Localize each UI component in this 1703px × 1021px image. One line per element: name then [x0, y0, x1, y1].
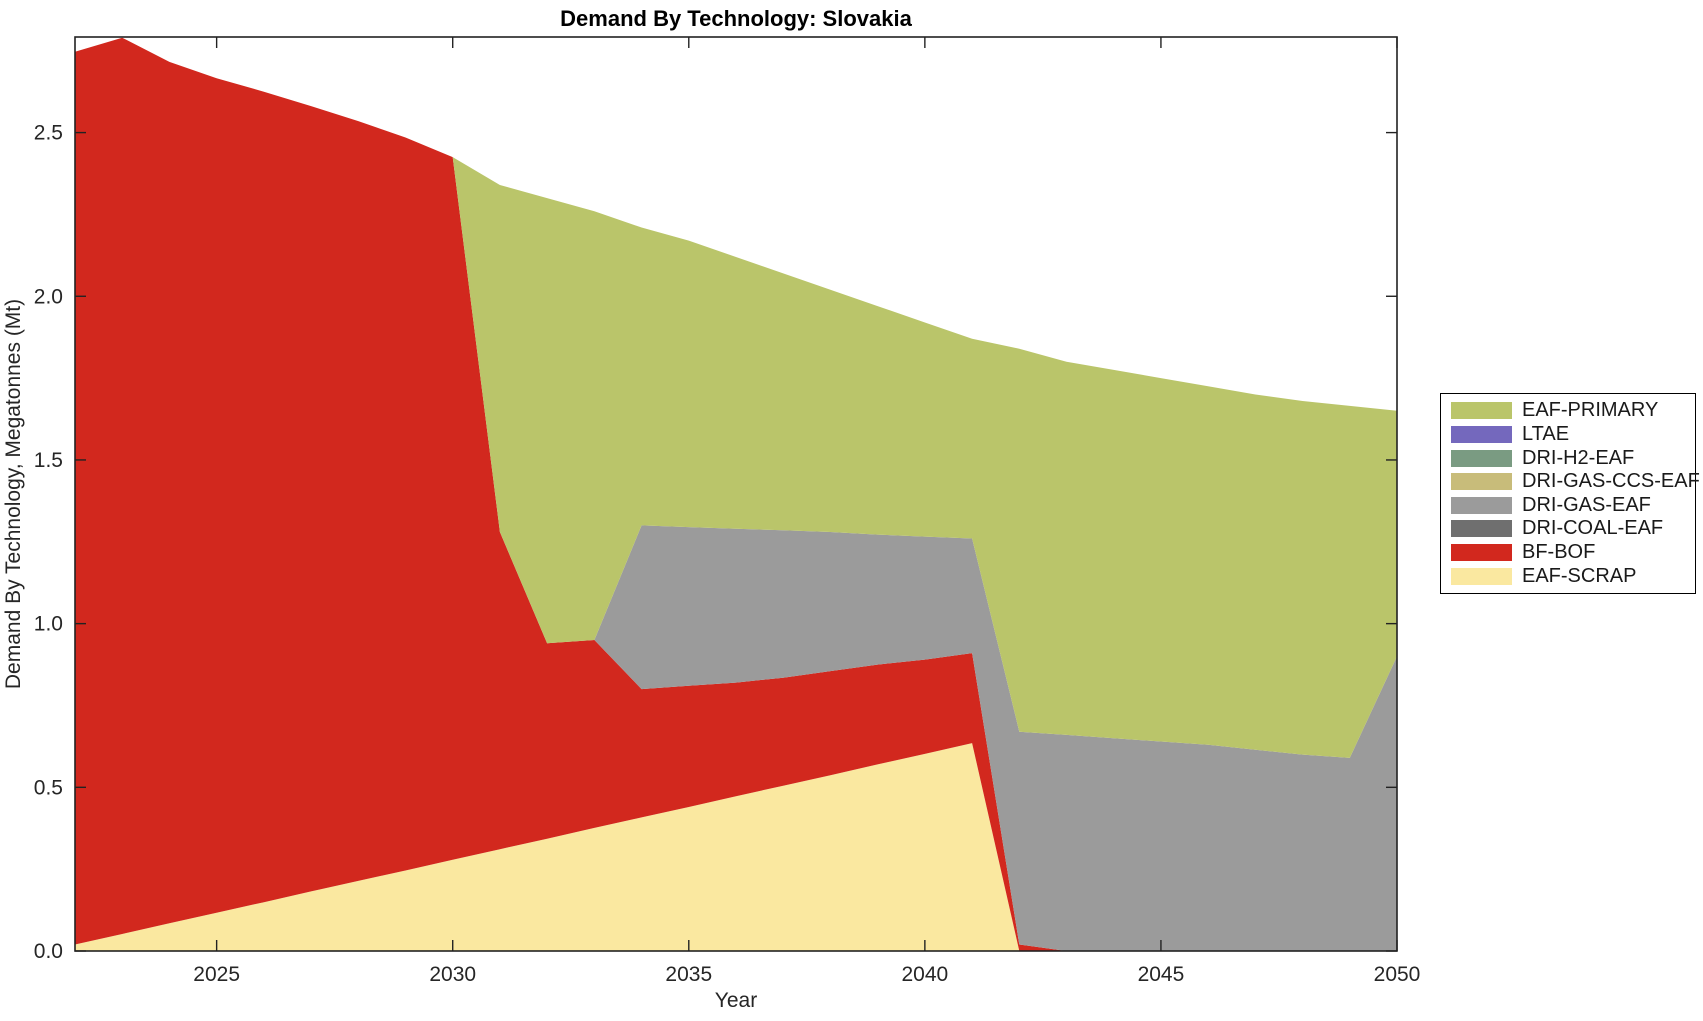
y-tick-label: 2.5	[34, 122, 63, 145]
legend-item-dri-gas-eaf: DRI-GAS-EAF	[1441, 494, 1695, 517]
legend-swatch-dri-coal-eaf	[1451, 520, 1512, 538]
x-tick-label: 2045	[1138, 963, 1185, 986]
legend-label: EAF-PRIMARY	[1522, 399, 1659, 422]
y-tick-label: 2.0	[34, 285, 63, 308]
plot-frame	[74, 36, 1398, 952]
x-tick-label: 2050	[1374, 963, 1421, 986]
legend: EAF-PRIMARY LTAE DRI-H2-EAF DRI-GAS-CCS-EAF…	[1440, 393, 1700, 594]
legend-swatch-eaf-primary	[1451, 402, 1512, 420]
x-tick-label: 2030	[429, 963, 476, 986]
legend-label: DRI-COAL-EAF	[1522, 517, 1664, 540]
legend-item-eaf-scrap: EAF-SCRAP	[1441, 565, 1695, 588]
area-bf-bof	[75, 37, 1397, 951]
legend-swatch-bf-bof	[1451, 544, 1512, 562]
x-tick-label: 2035	[665, 963, 712, 986]
legend-label: LTAE	[1522, 422, 1570, 445]
x-tick-label: 2040	[901, 963, 948, 986]
area-dri-gas-eaf	[75, 37, 1397, 951]
legend-label: DRI-H2-EAF	[1522, 446, 1635, 469]
legend-item-dri-gas-ccs-eaf: DRI-GAS-CCS-EAF	[1441, 470, 1700, 493]
legend-item-eaf-primary: EAF-PRIMARY	[1441, 399, 1695, 422]
legend-label: BF-BOF	[1522, 541, 1596, 564]
chart-title: Demand By Technology: Slovakia	[560, 6, 912, 31]
legend-swatch-dri-gas-eaf	[1451, 496, 1512, 514]
plot-area: 2025 2030 2035 2040 2045 2050 0.0 0.5 1.0 1.5 2.0 2…	[34, 36, 1421, 986]
legend-swatch-dri-gas-ccs-eaf	[1451, 473, 1512, 491]
legend-swatch-ltae	[1451, 425, 1512, 443]
legend-item-dri-coal-eaf: DRI-COAL-EAF	[1441, 517, 1695, 540]
y-tick-label: 1.0	[34, 613, 63, 636]
y-axis-label: Demand By Technology, Megatonnes (Mt)	[2, 299, 25, 689]
legend-item-dri-h2-eaf: DRI-H2-EAF	[1441, 447, 1695, 470]
area-eaf-primary	[75, 37, 1397, 758]
x-tick-label: 2025	[193, 963, 240, 986]
legend-item-bf-bof: BF-BOF	[1441, 541, 1695, 564]
y-tick-label: 1.5	[34, 449, 63, 472]
legend-label: DRI-GAS-CCS-EAF	[1522, 470, 1700, 493]
area-eaf-scrap	[75, 743, 1397, 951]
y-tick-label: 0.0	[34, 940, 63, 963]
y-tick-label: 0.5	[34, 776, 63, 799]
legend-item-ltae: LTAE	[1441, 423, 1695, 446]
legend-label: DRI-GAS-EAF	[1522, 493, 1651, 516]
legend-label: EAF-SCRAP	[1522, 564, 1637, 587]
x-axis-label: Year	[715, 989, 757, 1012]
legend-swatch-eaf-scrap	[1451, 567, 1512, 585]
legend-swatch-dri-h2-eaf	[1451, 449, 1512, 467]
